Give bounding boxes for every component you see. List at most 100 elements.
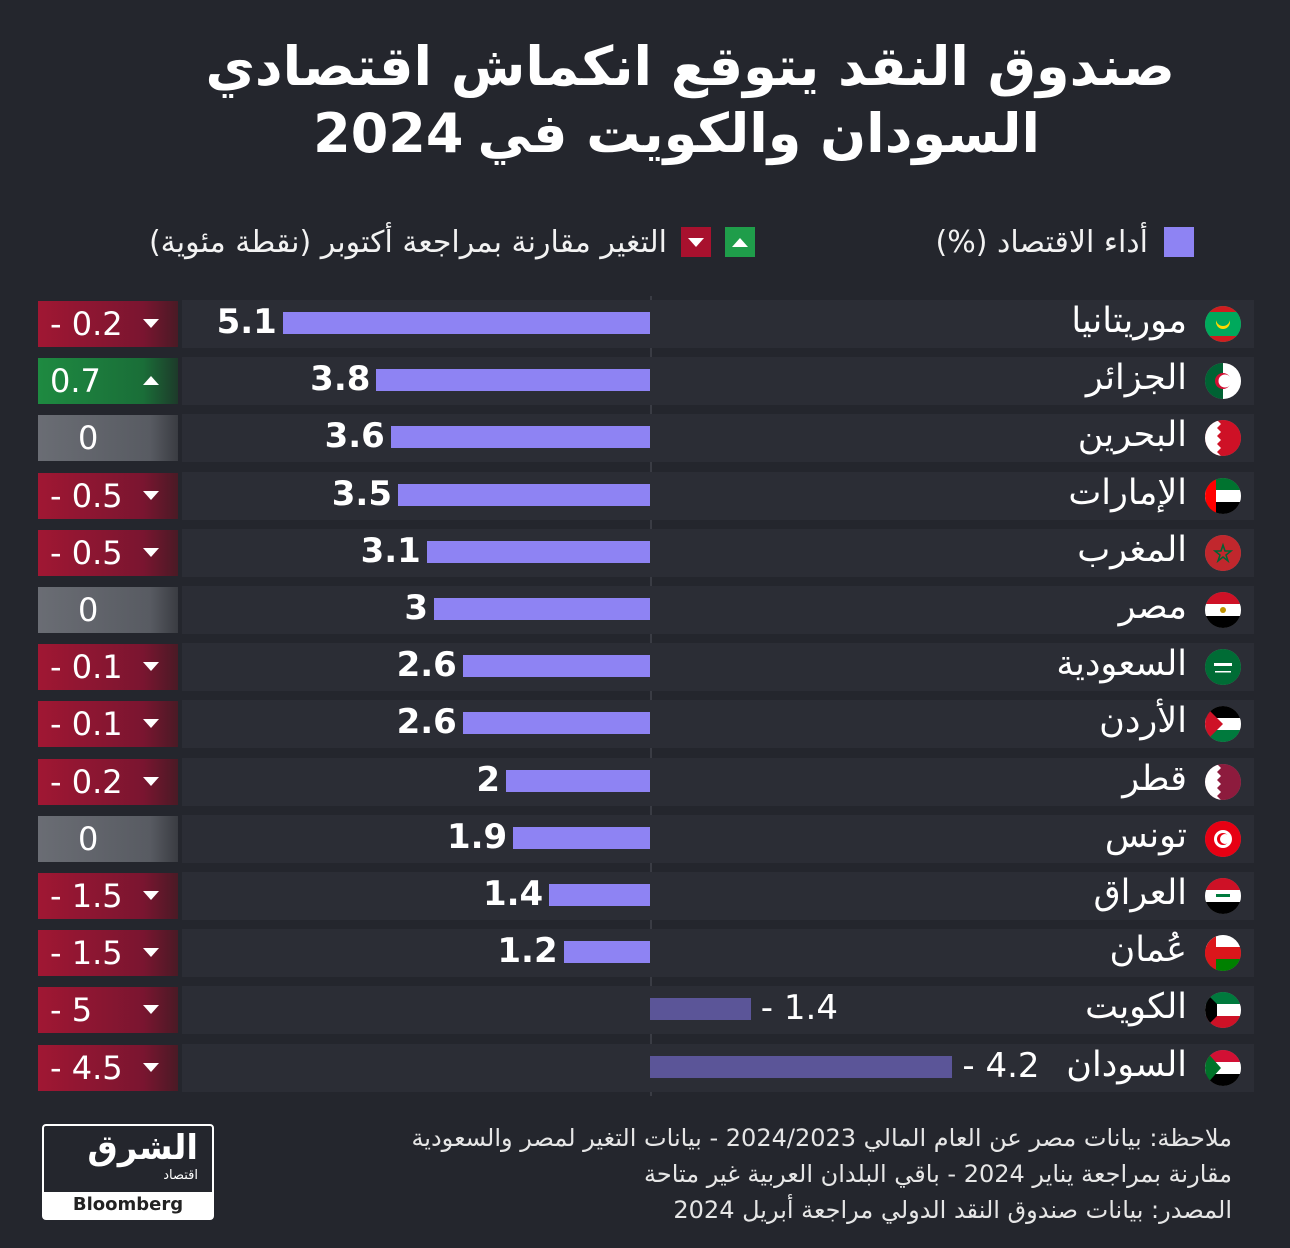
performance-value-label: 2.6 [396, 645, 457, 685]
change-badge: - 0.5 [38, 473, 178, 519]
legend-change-label: التغير مقارنة بمراجعة أكتوبر (نقطة مئوية… [148, 224, 667, 260]
arrow-down-icon [143, 662, 159, 671]
performance-value-label: 3.1 [360, 531, 421, 571]
arrow-down-icon [143, 948, 159, 957]
country-label: البحرين [1077, 415, 1187, 455]
flag-icon [1205, 764, 1241, 800]
zero-axis-line [650, 296, 652, 1096]
flag-icon [1205, 306, 1241, 342]
change-value-label: - 5 [50, 991, 93, 1029]
performance-value-label: 2.6 [396, 702, 457, 742]
chart-row: العراق 1.4 - 1.5 [0, 868, 1290, 924]
logo-sub-text: اقتصاد [163, 1168, 198, 1183]
change-badge: 0 [38, 816, 178, 862]
flag-icon [1205, 420, 1241, 456]
chart-title-line-2-text: السودان والكويت في [477, 102, 1040, 165]
change-value-label: 0 [78, 591, 99, 629]
flag-icon [1205, 592, 1241, 628]
flag-icon [1205, 706, 1241, 742]
change-value-label: - 0.2 [50, 763, 123, 801]
chart-row: السودان - 4.2 - 4.5 [0, 1040, 1290, 1096]
legend-change: التغير مقارنة بمراجعة أكتوبر (نقطة مئوية… [149, 220, 755, 264]
row-background [182, 872, 1254, 920]
chart-row: تونس 1.9 0 [0, 811, 1290, 867]
performance-bar [426, 541, 650, 563]
change-badge: - 0.5 [38, 530, 178, 576]
change-badge: - 0.1 [38, 644, 178, 690]
change-value-label: - 1.5 [50, 877, 123, 915]
change-value-label: 0 [78, 820, 99, 858]
performance-value-label: 1.4 [482, 874, 544, 914]
change-value-label: - 0.5 [50, 534, 123, 572]
row-background [182, 815, 1254, 863]
chart-title-year: 2024 [313, 102, 464, 165]
legend-up-icon [725, 227, 755, 257]
footnotes: ملاحظة: بيانات مصر عن العام المالي 2024/… [411, 1120, 1232, 1228]
row-background [182, 929, 1254, 977]
chart-title-line-2: السودان والكويت في2024 [313, 102, 1040, 165]
performance-value-label: - 4.2 [962, 1046, 1040, 1086]
chart-row: السعودية 2.6 - 0.1 [0, 639, 1290, 695]
arrow-down-icon [143, 1005, 159, 1014]
performance-value-label: 1.9 [446, 817, 508, 857]
performance-value-label: 5.1 [216, 302, 277, 342]
performance-bar [434, 598, 650, 620]
arrow-up-icon [143, 376, 159, 385]
arrow-down-icon [143, 1063, 159, 1072]
performance-value-label: 3.5 [331, 474, 392, 514]
performance-bar [650, 998, 751, 1020]
change-badge: - 0.2 [38, 301, 178, 347]
country-label: العراق [1093, 873, 1187, 913]
change-value-label: - 0.1 [50, 705, 123, 743]
chart-title-line-1: صندوق النقد يتوقع انكماش اقتصادي [205, 35, 1175, 98]
change-value-label: 0 [78, 419, 99, 457]
change-badge: - 5 [38, 987, 178, 1033]
flag-icon [1205, 992, 1241, 1028]
arrow-down-icon [143, 548, 159, 557]
chart-row: عُمان 1.2 - 1.5 [0, 925, 1290, 981]
performance-bar [282, 312, 650, 334]
row-background [182, 357, 1254, 405]
flag-icon [1205, 935, 1241, 971]
country-label: السودان [1066, 1045, 1187, 1085]
bar-chart: موريتانيا 5.1 - 0.2 الجزائر 3.8 0.7 البحرين 3.6… [0, 296, 1290, 1096]
performance-bar [390, 426, 650, 448]
performance-bar [513, 827, 650, 849]
chart-row: مصر 3 0 [0, 582, 1290, 638]
arrow-down-icon [143, 891, 159, 900]
flag-icon [1205, 821, 1241, 857]
performance-bar [462, 655, 650, 677]
logo-main-text: الشرق [87, 1128, 198, 1168]
change-badge: - 1.5 [38, 873, 178, 919]
change-badge: - 4.5 [38, 1045, 178, 1091]
asharq-bloomberg-logo: الشرق اقتصاد مع Bloomberg [42, 1124, 214, 1220]
flag-icon [1205, 1050, 1241, 1086]
change-value-label: 0.7 [50, 362, 101, 400]
flag-icon [1205, 535, 1241, 571]
footnote-line-2: مقارنة بمراجعة يناير 2024 - باقي البلدان… [643, 1160, 1232, 1188]
change-badge: - 1.5 [38, 930, 178, 976]
country-label: الكويت [1085, 987, 1187, 1027]
country-label: الجزائر [1085, 358, 1187, 398]
row-background [182, 700, 1254, 748]
country-label: السعودية [1056, 644, 1187, 684]
change-badge: 0 [38, 587, 178, 633]
country-label: قطر [1122, 759, 1187, 799]
chart-row: موريتانيا 5.1 - 0.2 [0, 296, 1290, 352]
performance-bar [462, 712, 650, 734]
footnote-line-3: المصدر: بيانات صندوق النقد الدولي مراجعة… [673, 1196, 1232, 1224]
row-background [182, 643, 1254, 691]
performance-value-label: 1.2 [497, 931, 558, 971]
chart-row: الجزائر 3.8 0.7 [0, 353, 1290, 409]
row-background [182, 529, 1254, 577]
logo-partner-text: Bloomberg [44, 1192, 212, 1218]
change-badge: - 0.2 [38, 759, 178, 805]
chart-row: الأردن 2.6 - 0.1 [0, 696, 1290, 752]
change-badge: 0 [38, 415, 178, 461]
change-value-label: - 1.5 [50, 934, 123, 972]
chart-row: الكويت - 1.4 - 5 [0, 982, 1290, 1038]
performance-value-label: 3.8 [310, 359, 371, 399]
change-badge: - 0.1 [38, 701, 178, 747]
change-value-label: - 0.1 [50, 648, 123, 686]
